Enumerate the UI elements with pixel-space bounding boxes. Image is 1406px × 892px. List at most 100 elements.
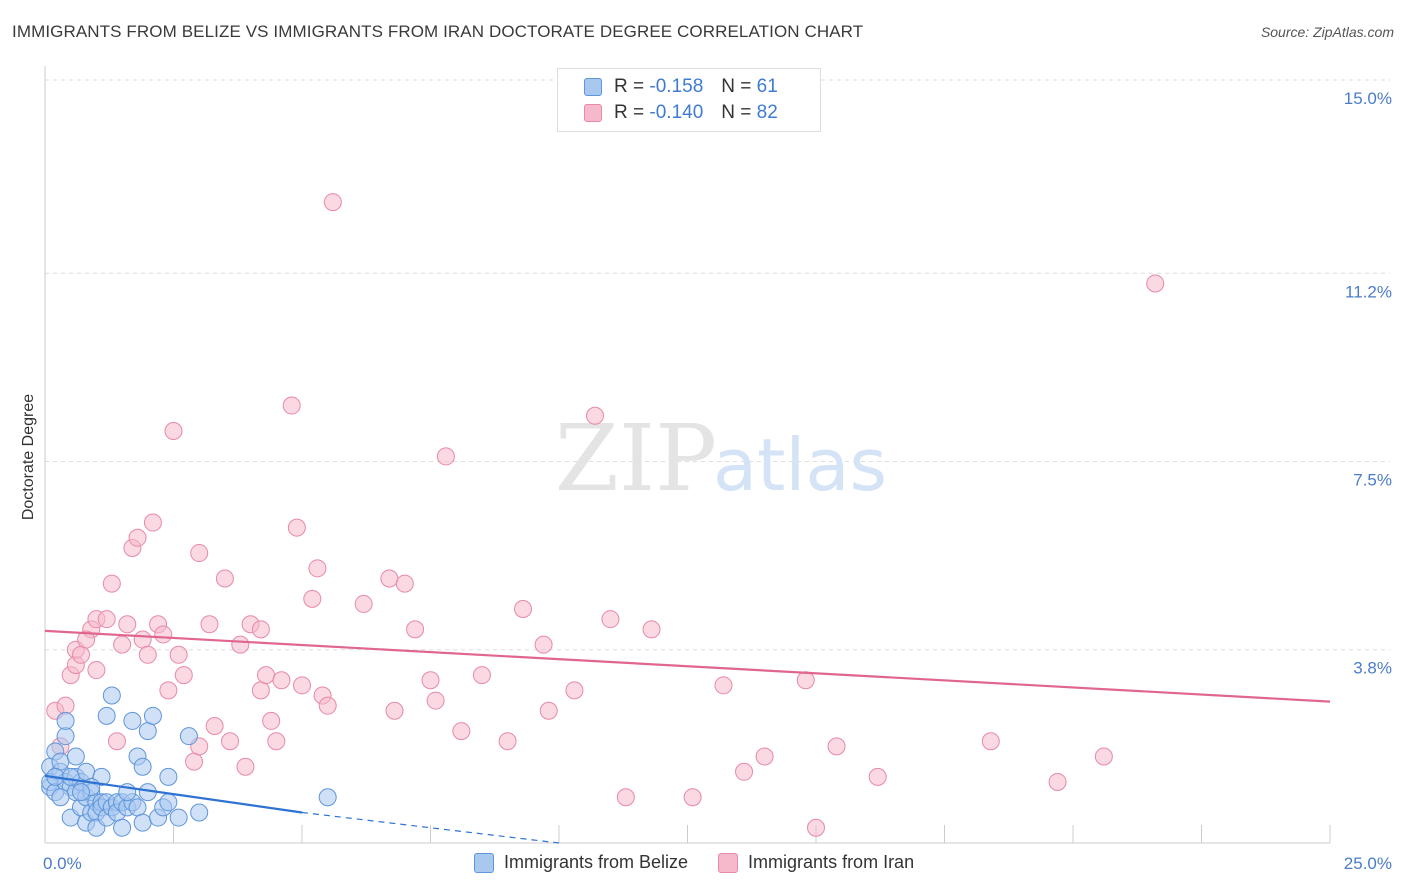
- iran-points: [46, 193, 1165, 837]
- iran-point: [452, 722, 471, 741]
- iran-point: [143, 513, 162, 532]
- iran-point: [796, 671, 815, 690]
- iran-point: [683, 788, 702, 807]
- iran-point: [514, 600, 533, 619]
- iran-point: [159, 681, 178, 700]
- iran-point: [472, 666, 491, 685]
- iran-point: [107, 732, 126, 751]
- iran-point: [236, 757, 255, 776]
- belize-point: [77, 762, 96, 781]
- stats-legend: R = -0.158 N = 61 R = -0.140 N = 82: [557, 68, 821, 132]
- iran-point: [174, 666, 193, 685]
- iran-point: [282, 396, 301, 415]
- iran-point: [97, 610, 116, 629]
- chart-title: IMMIGRANTS FROM BELIZE VS IMMIGRANTS FRO…: [12, 22, 864, 41]
- iran-point: [755, 747, 774, 766]
- iran-point: [498, 732, 517, 751]
- iran-point: [251, 681, 270, 700]
- iran-point: [585, 406, 604, 425]
- belize-point: [113, 818, 132, 837]
- iran-point: [807, 818, 825, 837]
- iran-point: [87, 661, 106, 680]
- iran-point: [323, 193, 342, 212]
- trend-lines: [44, 629, 1331, 844]
- y-tick-label: 11.2%: [1345, 282, 1392, 301]
- iran-point: [190, 544, 209, 563]
- iran-point: [287, 518, 306, 537]
- watermark: ZIP atlas: [555, 405, 887, 512]
- iran-point: [534, 635, 553, 654]
- belize-point: [128, 798, 147, 817]
- iran-point: [56, 696, 75, 715]
- y-tick-label: 3.8%: [1353, 659, 1392, 678]
- belize-point: [66, 747, 85, 766]
- iran-point: [133, 630, 152, 649]
- iran-point: [293, 676, 311, 695]
- iran-point: [318, 696, 337, 715]
- iran-point: [308, 559, 327, 578]
- belize-point: [143, 706, 162, 725]
- belize-point: [97, 706, 116, 725]
- iran-trend-line: [44, 629, 1331, 703]
- belize-point: [169, 808, 188, 827]
- iran-point: [118, 615, 137, 634]
- iran-point: [71, 645, 90, 664]
- belize-point: [133, 757, 152, 776]
- belize-point: [318, 788, 337, 807]
- iran-point: [231, 635, 250, 654]
- iran-point: [406, 620, 425, 639]
- belize-point: [56, 711, 75, 730]
- iran-point: [272, 671, 291, 690]
- legend-swatch-belize: [474, 852, 494, 873]
- y-axis-label: Doctorate Degree: [20, 394, 37, 520]
- iran-point: [164, 421, 183, 440]
- iran-point: [1094, 747, 1113, 766]
- legend-n-value-iran: 82: [756, 102, 778, 123]
- legend-label-iran: Immigrants from Iran: [748, 852, 915, 872]
- y-tick-label: 15.0%: [1344, 89, 1392, 108]
- legend-n-label: N =: [721, 76, 752, 97]
- belize-point: [56, 727, 75, 746]
- iran-point: [868, 767, 887, 786]
- legend-item-belize[interactable]: Immigrants from Belize: [474, 852, 688, 873]
- belize-trend-line: [44, 774, 303, 814]
- iran-point: [735, 762, 754, 781]
- iran-point: [827, 737, 846, 756]
- iran-point: [1048, 772, 1067, 791]
- iran-point: [354, 594, 373, 613]
- belize-points: [41, 686, 337, 837]
- legend-swatch-iran: [718, 852, 739, 873]
- iran-point: [395, 574, 414, 593]
- legend-row-iran: R = -0.140 N = 82: [584, 101, 778, 125]
- belize-point: [159, 793, 178, 812]
- belize-point: [51, 788, 70, 807]
- grid-lines: [45, 79, 1390, 651]
- iran-point: [262, 711, 281, 730]
- iran-point: [77, 630, 96, 649]
- belize-point: [71, 783, 90, 802]
- legend-swatch-belize: [584, 78, 602, 96]
- belize-point: [51, 752, 70, 771]
- iran-point: [539, 701, 558, 720]
- iran-point: [267, 732, 286, 751]
- iran-point: [421, 671, 440, 690]
- legend-r-label: R =: [614, 76, 645, 97]
- iran-point: [257, 666, 276, 685]
- iran-point: [185, 752, 204, 771]
- iran-point: [426, 691, 445, 710]
- legend-r-label: R =: [614, 102, 645, 123]
- legend-r-value-iran: -0.140: [649, 102, 704, 123]
- iran-point: [154, 625, 173, 644]
- iran-point: [128, 528, 147, 547]
- iran-point: [436, 447, 455, 466]
- iran-point: [303, 589, 322, 608]
- iran-point: [1146, 274, 1165, 293]
- watermark-zip: ZIP: [555, 405, 717, 512]
- legend-item-iran[interactable]: Immigrants from Iran: [718, 852, 914, 873]
- iran-point: [221, 732, 240, 751]
- iran-point: [616, 788, 635, 807]
- legend-n-label: N =: [721, 102, 752, 123]
- axes: [44, 66, 1331, 844]
- iran-point: [169, 645, 188, 664]
